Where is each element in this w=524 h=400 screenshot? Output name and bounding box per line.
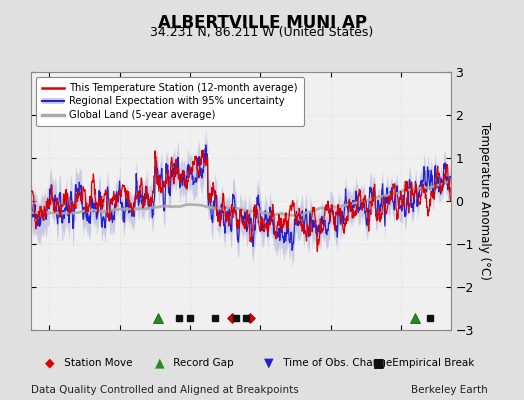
Text: Record Gap: Record Gap (170, 358, 234, 368)
Text: Berkeley Earth: Berkeley Earth (411, 385, 487, 395)
Text: ▲: ▲ (155, 356, 164, 370)
Text: Empirical Break: Empirical Break (389, 358, 475, 368)
Text: ▼: ▼ (264, 356, 274, 370)
Text: Station Move: Station Move (61, 358, 133, 368)
Text: Time of Obs. Change: Time of Obs. Change (280, 358, 392, 368)
Text: ALBERTVILLE MUNI AP: ALBERTVILLE MUNI AP (158, 14, 366, 32)
Text: Data Quality Controlled and Aligned at Breakpoints: Data Quality Controlled and Aligned at B… (31, 385, 299, 395)
Legend: This Temperature Station (12-month average), Regional Expectation with 95% uncer: This Temperature Station (12-month avera… (37, 77, 304, 126)
Y-axis label: Temperature Anomaly (°C): Temperature Anomaly (°C) (477, 122, 490, 280)
Text: ■: ■ (373, 356, 385, 370)
Text: ◆: ◆ (45, 356, 54, 370)
Text: 34.231 N, 86.211 W (United States): 34.231 N, 86.211 W (United States) (150, 26, 374, 39)
